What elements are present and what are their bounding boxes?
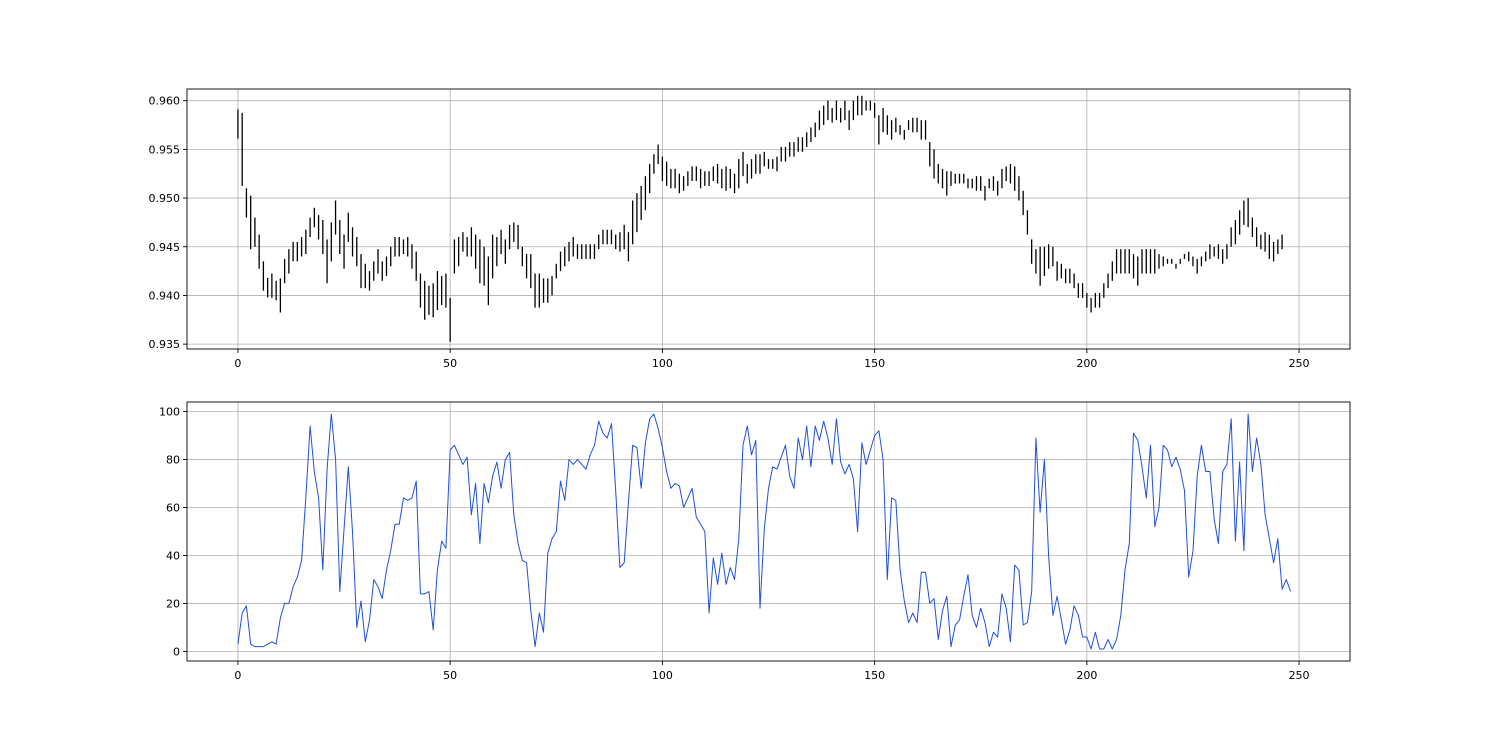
y-tick-label: 20 [166, 597, 180, 610]
oscillator-series-line [237, 413, 1292, 650]
y-tick-label: 0.935 [149, 338, 181, 351]
x-tick-label: 100 [652, 669, 673, 682]
axes-frame [186, 401, 1351, 662]
ohlc-price-panel: 0 50 100 150 200 250 0.935 0.940 0.945 0.950 0.955… [149, 88, 1351, 370]
y-tick-label: 80 [166, 454, 180, 467]
x-tick-label: 100 [652, 357, 673, 370]
x-tick-label: 0 [234, 669, 241, 682]
x-tick-label: 150 [864, 357, 885, 370]
x-tick-label: 200 [1076, 669, 1097, 682]
y-tick-label: 0.955 [149, 143, 181, 156]
x-tick-label: 200 [1076, 357, 1097, 370]
x-tick-label: 50 [443, 669, 457, 682]
x-tick-label: 150 [864, 669, 885, 682]
x-tick-label: 250 [1289, 669, 1310, 682]
y-tick-label: 0.940 [149, 289, 181, 302]
x-tick-label: 50 [443, 357, 457, 370]
y-tick-label: 0.945 [149, 241, 181, 254]
y-tick-label: 0 [173, 645, 180, 658]
oscillator-line-panel: 0 50 100 150 200 250 0 20 40 60 80 100 [159, 401, 1351, 682]
y-tick-label: 0.960 [149, 95, 181, 108]
y-tick-label: 60 [166, 502, 180, 515]
x-tick-label: 250 [1289, 357, 1310, 370]
y-tick-label: 0.950 [149, 192, 181, 205]
y-tick-label: 40 [166, 549, 180, 562]
y-tick-label: 100 [159, 406, 180, 419]
x-tick-label: 0 [234, 357, 241, 370]
axes-frame [186, 88, 1351, 350]
